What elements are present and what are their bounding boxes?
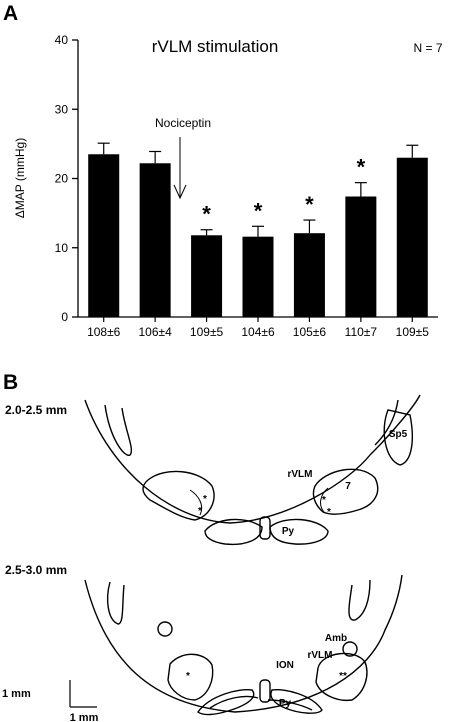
marker-1a: * xyxy=(203,494,207,505)
label-rvlm-1: rVLM xyxy=(288,469,313,480)
bar xyxy=(88,154,120,317)
panel-a-label: A xyxy=(3,2,18,25)
bar xyxy=(293,233,325,317)
y-axis-label: ΔMAP (mmHg) xyxy=(13,138,27,218)
scale-vertical-label: 1 mm xyxy=(2,688,31,700)
x-tick-label: 105±6 xyxy=(293,325,327,339)
x-tick-label: 104±6 xyxy=(241,325,275,339)
label-sp5: Sp5 xyxy=(389,429,408,440)
x-tick-label: 106±4 xyxy=(139,325,173,339)
label-py-2: Py xyxy=(279,698,292,709)
scale-horizontal-label: 1 mm xyxy=(70,712,99,722)
scale-bar: 1 mm 1 mm xyxy=(2,680,99,722)
bar xyxy=(242,236,274,317)
bar xyxy=(191,235,223,317)
marker-2b: ** xyxy=(339,671,347,682)
brain-section-1: 2.0-2.5 mm Sp5 rVLM 7 Py * * * * xyxy=(5,394,421,546)
label-rvlm-2: rVLM xyxy=(308,650,333,661)
section-2-depth: 2.5-3.0 mm xyxy=(5,563,67,577)
chart-title: rVLM stimulation xyxy=(152,37,279,56)
bar xyxy=(139,163,171,317)
y-tick-label: 20 xyxy=(55,172,69,186)
label-amb: Amb xyxy=(325,633,347,644)
nociceptin-arrow-icon xyxy=(173,137,187,200)
significance-marker: * xyxy=(305,192,314,217)
significance-marker: * xyxy=(357,155,366,180)
marker-1c: * xyxy=(322,495,326,506)
x-tick-label: 108±6 xyxy=(87,325,121,339)
label-py-1: Py xyxy=(282,526,295,537)
significance-marker: * xyxy=(202,202,211,227)
y-tick-label: 0 xyxy=(61,310,68,324)
nociceptin-label: Nociceptin xyxy=(155,116,211,130)
y-tick-label: 10 xyxy=(55,241,69,255)
marker-2a: * xyxy=(186,671,190,682)
panel-b-label: B xyxy=(3,371,18,394)
bar-chart: 0 10 20 30 40 108±6 106±4 * 109±5 * 104±6 * 105±6 * 11… xyxy=(55,33,438,339)
label-ion: ION xyxy=(276,660,294,671)
marker-1d: * xyxy=(327,507,331,518)
bar xyxy=(345,196,377,317)
marker-1b: * xyxy=(198,506,202,517)
x-tick-label: 110±7 xyxy=(345,325,378,339)
brain-section-2: 2.5-3.0 mm Amb rVLM ION Py * ** xyxy=(5,563,403,716)
label-7: 7 xyxy=(345,481,351,492)
section-1-depth: 2.0-2.5 mm xyxy=(5,403,67,417)
n-label: N = 7 xyxy=(413,41,442,55)
y-tick-label: 30 xyxy=(55,102,69,116)
x-tick-label: 109±5 xyxy=(190,325,224,339)
x-tick-label: 109±5 xyxy=(396,325,430,339)
bar xyxy=(396,157,428,317)
significance-marker: * xyxy=(254,198,263,223)
y-tick-label: 40 xyxy=(55,33,69,47)
